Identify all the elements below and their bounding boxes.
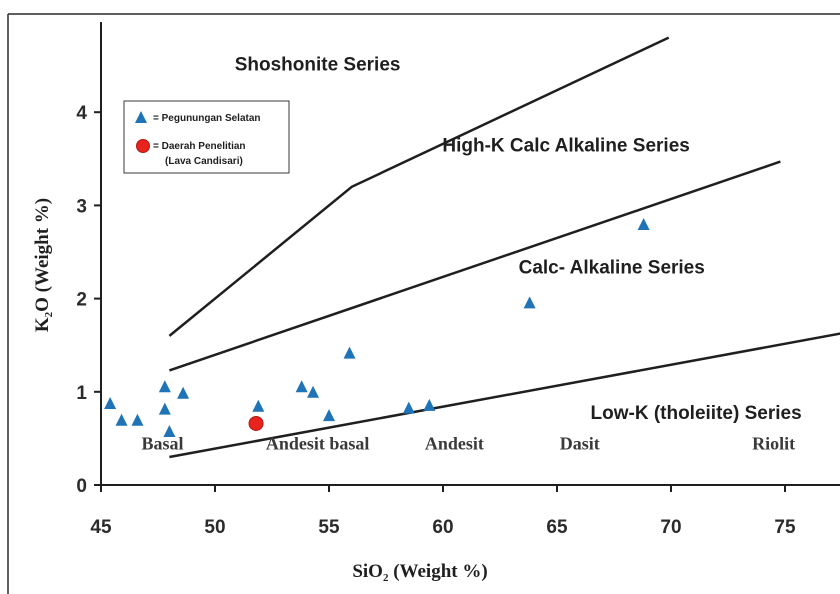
y-axis-title: K2O (Weight %) [32,198,55,332]
data-point-pegunungan-selatan [131,413,144,426]
data-point-pegunungan-selatan [158,380,171,393]
region-label: High-K Calc Alkaline Series [442,135,689,156]
region-label: Calc- Alkaline Series [519,257,705,278]
y-tick-label: 3 [76,196,87,217]
legend-circle-marker [136,139,150,153]
data-point-daerah-penelitian [248,415,264,431]
region-label: Shoshonite Series [235,54,401,75]
series-boundary-line-2 [168,160,781,372]
legend-label-pegunungan-selatan: = Pegunungan Selatan [153,113,261,124]
rock-type-label: Riolit [752,434,795,454]
data-point-pegunungan-selatan [343,346,356,359]
legend-box [123,100,290,174]
legend: = Pegunungan Selatan = Daerah Penelitian… [123,100,290,174]
x-tick-label: 45 [90,517,112,538]
y-tick-label: 4 [76,103,87,124]
data-point-pegunungan-selatan [307,385,320,398]
data-point-pegunungan-selatan [402,401,415,414]
data-point-pegunungan-selatan [163,424,176,437]
y-tick-label: 2 [76,290,87,311]
data-point-pegunungan-selatan [158,402,171,415]
legend-label-daerah-penelitian: = Daerah Penelitian [153,141,246,152]
data-point-pegunungan-selatan [115,413,128,426]
y-tick-label: 0 [76,476,87,497]
rock-type-label: Basal [142,434,184,454]
y-tick-label: 1 [76,383,87,404]
series-boundary-line-1 [169,332,840,459]
data-point-pegunungan-selatan [104,396,117,409]
rock-type-label: Dasit [560,434,600,454]
x-tick-label: 75 [774,517,796,538]
data-point-pegunungan-selatan [295,380,308,393]
data-point-pegunungan-selatan [252,399,265,412]
data-point-pegunungan-selatan [177,386,190,399]
plot-area: 45 50 55 60 65 70 75 0 1 2 3 4 Shoshonite Series High… [76,22,840,538]
legend-triangle-marker [135,111,147,123]
data-point-pegunungan-selatan [523,296,536,309]
x-tick-label: 65 [546,517,568,538]
x-tick-label: 60 [432,517,453,538]
x-tick-label: 70 [660,517,681,538]
series-boundary-line-3 [168,36,670,337]
x-tick-label: 50 [204,517,225,538]
rock-type-label: Andesit [425,434,484,454]
x-axis-title: SiO2 (Weight %) [352,561,487,584]
data-point-pegunungan-selatan [423,398,436,411]
data-point-pegunungan-selatan [637,218,650,231]
data-point-pegunungan-selatan [323,409,335,422]
x-tick-label: 55 [318,517,340,538]
region-label: Low-K (tholeiite) Series [591,403,802,424]
rock-type-label: Andesit basal [266,434,370,454]
legend-label-lava-candisari: (Lava Candisari) [165,156,243,167]
